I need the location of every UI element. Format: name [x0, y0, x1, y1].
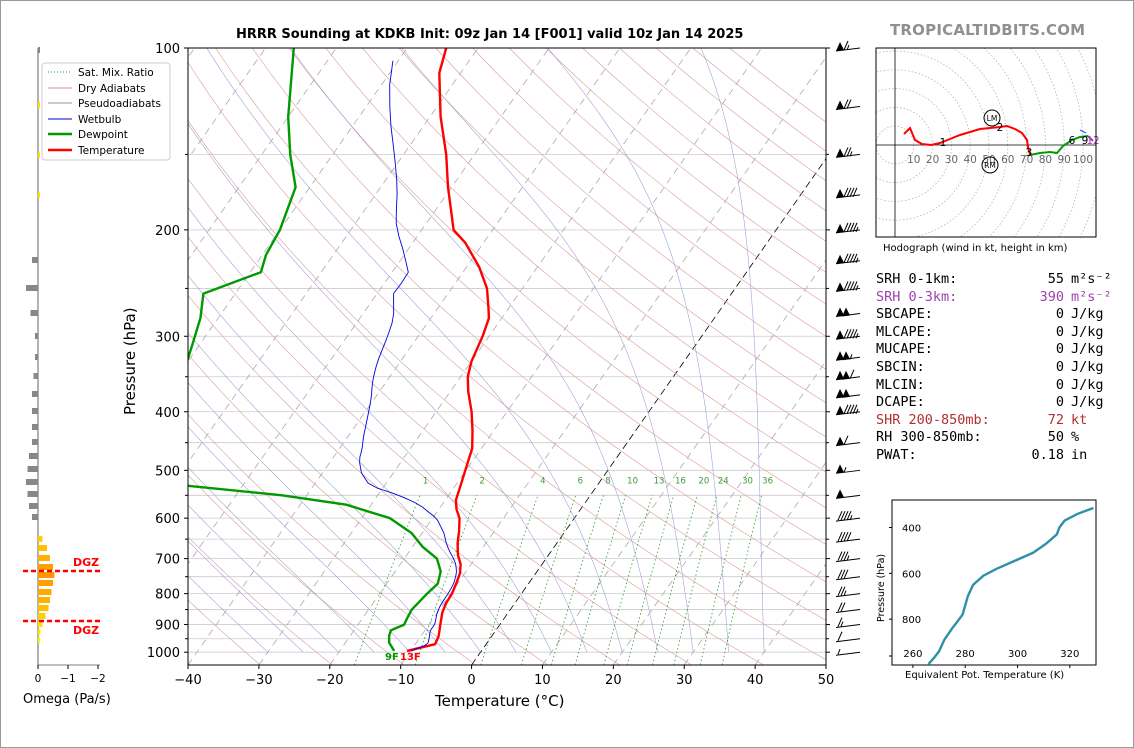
stat-row: MLCIN: 0 J/kg — [876, 377, 1116, 395]
stat-unit: J/kg — [1071, 323, 1104, 340]
stat-value: 72 — [1047, 411, 1064, 428]
stat-row: MLCAPE: 0 J/kg — [876, 324, 1116, 342]
stat-value: 390 — [1039, 288, 1064, 305]
chart-title: HRRR Sounding at KDKB Init: 09z Jan 14 [… — [236, 27, 744, 42]
stat-row: SHR 200-850mb: 72 kt — [876, 412, 1116, 430]
stat-row: DCAPE: 0 J/kg — [876, 394, 1116, 412]
stat-unit: % — [1071, 429, 1080, 446]
stat-label: DCAPE: — [876, 394, 925, 411]
stat-unit: m²s⁻² — [1071, 288, 1112, 305]
stat-value: 0 — [1055, 341, 1064, 358]
stat-value: 0 — [1055, 358, 1064, 375]
stat-value: 0 — [1055, 306, 1064, 323]
stat-value: 55 — [1047, 271, 1064, 287]
stat-unit: J/kg — [1071, 358, 1104, 375]
stat-unit: J/kg — [1071, 306, 1104, 323]
stat-label: SRH 0-1km: — [876, 271, 958, 287]
stat-label: PWAT: — [876, 446, 917, 463]
stat-label: SBCAPE: — [876, 306, 933, 323]
stat-value: 0.18 — [1031, 446, 1064, 463]
stat-label: MLCIN: — [876, 376, 925, 393]
stat-row: MUCAPE: 0 J/kg — [876, 341, 1116, 359]
stat-value: 0 — [1055, 323, 1064, 340]
stat-row: SRH 0-1km: 55 m²s⁻² — [876, 271, 1116, 289]
stat-unit: J/kg — [1071, 394, 1104, 411]
brand-label: TROPICALTIDBITS.COM — [890, 21, 1086, 39]
stat-row: RH 300-850mb: 50% — [876, 429, 1116, 447]
stat-label: MLCAPE: — [876, 323, 933, 340]
stat-value: 0 — [1055, 394, 1064, 411]
stat-label: RH 300-850mb: — [876, 429, 982, 446]
stat-unit: in — [1071, 446, 1088, 463]
stat-unit: m²s⁻² — [1071, 271, 1112, 287]
stat-unit: J/kg — [1071, 376, 1104, 393]
stat-unit: kt — [1071, 411, 1088, 428]
stat-label: SRH 0-3km: — [876, 288, 958, 305]
stat-row: SRH 0-3km: 390 m²s⁻² — [876, 289, 1116, 307]
stat-value: 50 — [1047, 429, 1064, 446]
stats-panel: SRH 0-1km: 55 m²s⁻² SRH 0-3km: 390 m²s⁻² SBCAP… — [876, 271, 1116, 465]
stat-label: MUCAPE: — [876, 341, 933, 358]
stat-value: 0 — [1055, 376, 1064, 393]
stat-row: PWAT: 0.18 in — [876, 447, 1116, 465]
stat-row: SBCAPE: 0 J/kg — [876, 306, 1116, 324]
stat-label: SHR 200-850mb: — [876, 411, 990, 428]
stat-unit: J/kg — [1071, 341, 1104, 358]
stat-label: SBCIN: — [876, 358, 925, 375]
stat-row: SBCIN: 0 J/kg — [876, 359, 1116, 377]
